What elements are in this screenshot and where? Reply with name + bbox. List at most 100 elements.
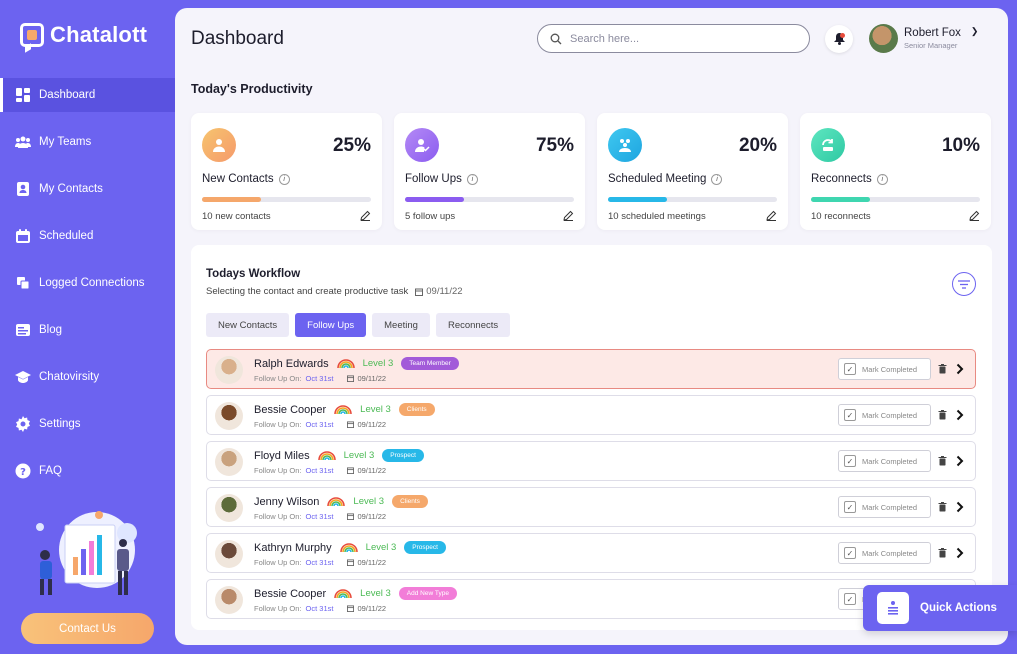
chevron-right-icon[interactable]: [956, 501, 964, 513]
row-date-text: 09/11/22: [357, 420, 387, 429]
workflow-subtitle: Selecting the contact and create product…: [206, 286, 463, 297]
mark-completed-button[interactable]: ✓ Mark Completed: [838, 496, 931, 518]
workflow-row[interactable]: Bessie Cooper Level 3 Clients Follow Up …: [206, 395, 976, 435]
contact-us-button[interactable]: Contact Us: [21, 613, 154, 644]
filter-icon: [958, 279, 970, 289]
sidebar-item-label: Blog: [39, 324, 63, 336]
app-logo[interactable]: Chatalott: [20, 22, 147, 48]
productivity-title: Today's Productivity: [191, 82, 313, 96]
sidebar-item-label: Settings: [39, 418, 81, 430]
sidebar-item-settings[interactable]: Settings: [0, 407, 175, 441]
sidebar-item-blog[interactable]: Blog: [0, 313, 175, 347]
workflow-row[interactable]: Ralph Edwards Level 3 Team Member Follow…: [206, 349, 976, 389]
sidebar-item-scheduled[interactable]: Scheduled: [0, 219, 175, 253]
trash-icon[interactable]: [938, 410, 947, 420]
row-date-text: 09/11/22: [357, 604, 387, 613]
sidebar-item-faq[interactable]: ? FAQ: [0, 454, 175, 488]
mark-completed-button[interactable]: ✓ Mark Completed: [838, 404, 931, 426]
level-label: Level 3: [362, 358, 394, 369]
edit-icon[interactable]: [969, 210, 980, 221]
follow-up-date: Oct 31st: [305, 512, 334, 521]
contact-name: Bessie Cooper: [254, 587, 327, 600]
card-reconnects[interactable]: 10% Reconnects i 10 reconnects: [800, 113, 991, 230]
tab-follow-ups[interactable]: Follow Ups: [295, 313, 367, 337]
card-sub: 10 new contacts: [202, 211, 271, 222]
chevron-right-icon[interactable]: [956, 547, 964, 559]
tab-new-contacts[interactable]: New Contacts: [206, 313, 290, 337]
workflow-date-text: 09/11/22: [426, 286, 463, 297]
search-icon: [550, 33, 562, 44]
edit-icon[interactable]: [360, 210, 371, 221]
workflow-row[interactable]: Bessie Cooper Level 3 Add New Type Follo…: [206, 579, 976, 619]
card-sub: 10 scheduled meetings: [608, 211, 706, 222]
status-badge: Clients: [398, 403, 435, 416]
trash-icon[interactable]: [938, 456, 947, 466]
sidebar-item-label: Dashboard: [39, 89, 96, 101]
chevron-right-icon[interactable]: [956, 409, 964, 421]
user-menu[interactable]: Robert Fox Senior Manager ❯: [869, 24, 978, 53]
card-scheduled-meeting[interactable]: 20% Scheduled Meeting i 10 scheduled meet…: [597, 113, 788, 230]
workflow-title: Todays Workflow: [206, 268, 301, 280]
connections-icon: [15, 275, 31, 291]
checkbox-icon: ✓: [844, 547, 856, 559]
contact-name: Jenny Wilson: [254, 495, 320, 508]
card-new-contacts[interactable]: 25% New Contacts i 10 new contacts: [191, 113, 382, 230]
info-icon[interactable]: i: [466, 173, 478, 185]
avatar: [215, 448, 243, 476]
edit-icon[interactable]: [766, 210, 777, 221]
sidebar-item-my-contacts[interactable]: My Contacts: [0, 172, 175, 206]
sidebar-item-logged-connections[interactable]: Logged Connections: [0, 266, 175, 300]
trash-icon[interactable]: [938, 548, 947, 558]
follow-up-date: Oct 31st: [305, 604, 334, 613]
info-icon[interactable]: i: [278, 173, 290, 185]
row-date: 09/11/22: [347, 512, 386, 521]
level-label: Level 3: [365, 542, 397, 553]
reconnect-icon: [811, 128, 845, 162]
sidebar-item-label: Chatovirsity: [39, 371, 100, 383]
row-date: 09/11/22: [347, 374, 386, 383]
group-meeting-icon: [608, 128, 642, 162]
filter-button[interactable]: [952, 272, 976, 296]
workflow-row[interactable]: Kathryn Murphy Level 3 Prospect Follow U…: [206, 533, 976, 573]
card-sub: 10 reconnects: [811, 211, 871, 222]
mark-completed-button[interactable]: ✓ Mark Completed: [838, 542, 931, 564]
search-bar[interactable]: [537, 24, 810, 53]
calendar-icon: [347, 375, 355, 382]
edit-icon[interactable]: [563, 210, 574, 221]
checkbox-icon: ✓: [844, 501, 856, 513]
status-badge: Add New Type: [398, 587, 457, 600]
svg-text:?: ?: [20, 467, 26, 478]
card-label: Scheduled Meeting i: [608, 173, 723, 185]
mark-completed-button[interactable]: ✓ Mark Completed: [838, 358, 931, 380]
info-icon[interactable]: i: [711, 173, 723, 185]
card-percent: 25%: [332, 135, 371, 156]
tab-reconnects[interactable]: Reconnects: [435, 313, 511, 337]
sidebar-item-dashboard[interactable]: Dashboard: [0, 78, 175, 112]
trash-icon[interactable]: [938, 364, 947, 374]
notifications-button[interactable]: [825, 25, 853, 53]
checkbox-icon: ✓: [844, 455, 856, 467]
tab-meeting[interactable]: Meeting: [372, 313, 430, 337]
card-follow-ups[interactable]: 75% Follow Ups i 5 follow ups: [394, 113, 585, 230]
person-icon: [202, 128, 236, 162]
workflow-row[interactable]: Jenny Wilson Level 3 Clients Follow Up O…: [206, 487, 976, 527]
mark-completed-label: Mark Completed: [862, 410, 918, 420]
progress-fill: [405, 197, 465, 202]
sidebar-item-label: My Teams: [39, 136, 92, 148]
calendar-icon: [415, 288, 424, 296]
progress-fill: [202, 197, 262, 202]
chevron-right-icon[interactable]: [956, 363, 964, 375]
sidebar-item-my-teams[interactable]: My Teams: [0, 125, 175, 159]
mark-completed-button[interactable]: ✓ Mark Completed: [838, 450, 931, 472]
level-label: Level 3: [343, 450, 375, 461]
info-icon[interactable]: i: [876, 173, 888, 185]
trash-icon[interactable]: [938, 502, 947, 512]
sidebar-item-chatovirsity[interactable]: Chatovirsity: [0, 360, 175, 394]
row-date: 09/11/22: [347, 558, 386, 567]
quick-actions-button[interactable]: Quick Actions: [863, 585, 1017, 631]
graduation-cap-icon: [15, 369, 31, 385]
row-meta: Follow Up On: Oct 31st 09/11/22: [254, 466, 386, 475]
search-input[interactable]: [570, 32, 770, 45]
chevron-right-icon[interactable]: [956, 455, 964, 467]
workflow-row[interactable]: Floyd Miles Level 3 Prospect Follow Up O…: [206, 441, 976, 481]
